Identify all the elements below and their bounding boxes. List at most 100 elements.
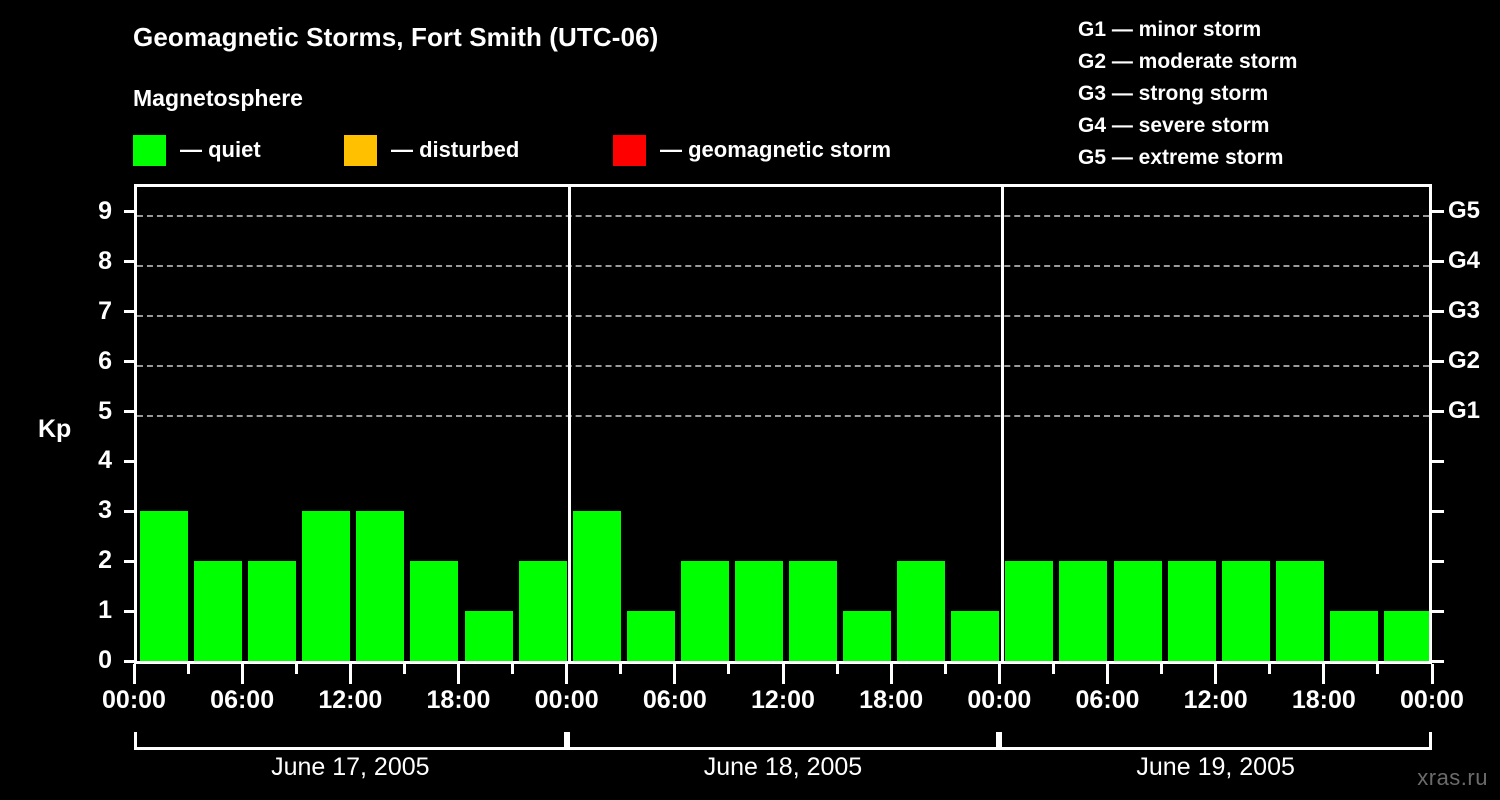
gridline bbox=[137, 314, 1429, 317]
x-tick-label: 12:00 bbox=[751, 686, 815, 714]
legend-entry: — quiet bbox=[133, 133, 261, 167]
g-tick-label: G3 bbox=[1448, 296, 1481, 324]
x-tick-label: 00:00 bbox=[102, 686, 166, 714]
date-label: June 19, 2005 bbox=[1136, 753, 1295, 781]
g-tick-mark bbox=[1432, 410, 1444, 414]
bar bbox=[410, 561, 459, 661]
y-tick-label: 3 bbox=[98, 496, 112, 525]
bar bbox=[1059, 561, 1108, 661]
g-tick-mark-minor bbox=[1432, 459, 1444, 463]
g-tick-label: G5 bbox=[1448, 196, 1481, 224]
gscale-legend-row: G5 — extreme storm bbox=[1078, 146, 1284, 169]
y-tick-label: 8 bbox=[98, 246, 112, 275]
x-tick-mark-major bbox=[240, 664, 244, 684]
bar bbox=[140, 511, 189, 661]
x-tick-label: 12:00 bbox=[318, 686, 383, 714]
y-tick-mark bbox=[124, 609, 134, 613]
bar bbox=[843, 611, 892, 661]
x-tick-mark-minor bbox=[294, 664, 298, 674]
x-tick-mark-major bbox=[132, 664, 136, 684]
bar bbox=[356, 511, 405, 661]
bar bbox=[518, 561, 567, 661]
date-bracket bbox=[134, 732, 567, 750]
x-tick-mark-major bbox=[1106, 664, 1109, 684]
x-tick-mark-major bbox=[1322, 664, 1326, 684]
bar bbox=[897, 561, 946, 661]
x-tick-label: 12:00 bbox=[1183, 686, 1248, 714]
y-tick-label: 9 bbox=[98, 196, 112, 225]
y-tick-mark bbox=[124, 360, 134, 364]
x-tick-mark-major bbox=[673, 664, 677, 684]
g-tick-mark-minor bbox=[1432, 509, 1444, 513]
x-tick-label: 18:00 bbox=[1291, 686, 1356, 714]
series-name-label: Magnetosphere bbox=[133, 85, 303, 111]
y-tick-label: 5 bbox=[98, 396, 112, 425]
y-tick-mark bbox=[124, 410, 134, 414]
y-tick-label: 4 bbox=[98, 446, 112, 475]
x-tick-mark-minor bbox=[511, 664, 515, 674]
g-tick-mark bbox=[1432, 310, 1444, 314]
g-tick-mark bbox=[1432, 360, 1444, 364]
x-tick-mark-minor bbox=[1160, 664, 1164, 674]
g-tick-mark-minor bbox=[1432, 559, 1444, 563]
legend-entry-label: — geomagnetic storm bbox=[660, 137, 892, 162]
gscale-legend-row: G2 — moderate storm bbox=[1078, 50, 1298, 73]
g-tick-mark-minor bbox=[1432, 659, 1444, 663]
g-tick-label: G1 bbox=[1448, 396, 1481, 424]
y-tick-mark bbox=[124, 310, 134, 314]
gridline bbox=[137, 364, 1429, 367]
bar bbox=[1167, 561, 1216, 661]
g-tick-label: G2 bbox=[1448, 346, 1481, 374]
y-axis-title: Kp bbox=[38, 415, 72, 443]
gridline bbox=[137, 414, 1429, 417]
x-tick-mark-major bbox=[1430, 664, 1434, 684]
x-tick-label: 06:00 bbox=[210, 686, 275, 714]
x-tick-mark-minor bbox=[943, 664, 947, 674]
x-tick-mark-minor bbox=[1268, 664, 1272, 674]
x-tick-label: 18:00 bbox=[859, 686, 924, 714]
g-tick-mark bbox=[1432, 260, 1444, 264]
x-tick-label: 18:00 bbox=[426, 686, 491, 714]
x-tick-label: 00:00 bbox=[534, 686, 599, 714]
y-tick-label: 2 bbox=[98, 546, 112, 575]
red-square-icon bbox=[613, 134, 646, 166]
y-tick-mark bbox=[124, 559, 134, 563]
bar bbox=[194, 561, 243, 661]
y-tick-mark bbox=[124, 509, 134, 513]
plot-frame bbox=[134, 184, 1432, 664]
bar bbox=[572, 511, 621, 661]
x-tick-mark-minor bbox=[1376, 664, 1380, 674]
date-label: June 18, 2005 bbox=[703, 753, 863, 781]
orange-square-icon bbox=[344, 134, 377, 166]
gscale-legend-row: G3 — strong storm bbox=[1078, 82, 1269, 105]
bar bbox=[626, 611, 675, 661]
date-bracket bbox=[566, 732, 1000, 750]
x-tick-mark-major bbox=[457, 664, 460, 684]
x-tick-mark-major bbox=[1214, 664, 1218, 684]
x-tick-mark-major bbox=[348, 664, 352, 684]
x-tick-mark-major bbox=[889, 664, 893, 684]
x-tick-mark-minor bbox=[727, 664, 731, 674]
x-tick-mark-minor bbox=[402, 664, 406, 674]
x-tick-label: 00:00 bbox=[967, 686, 1032, 714]
x-tick-label: 06:00 bbox=[1075, 686, 1140, 714]
y-tick-label: 6 bbox=[98, 346, 112, 375]
bar bbox=[1113, 561, 1162, 661]
bar bbox=[1005, 561, 1054, 661]
legend-entry-label: — quiet bbox=[180, 137, 261, 162]
x-tick-mark-minor bbox=[619, 664, 623, 674]
bar bbox=[302, 511, 351, 661]
page-title: Geomagnetic Storms, Fort Smith (UTC-06) bbox=[133, 22, 659, 52]
x-tick-mark-minor bbox=[835, 664, 839, 674]
x-tick-mark-major bbox=[565, 664, 569, 684]
bar bbox=[1329, 611, 1378, 661]
g-tick-mark-minor bbox=[1432, 609, 1444, 613]
x-tick-mark-minor bbox=[1051, 664, 1055, 674]
bar bbox=[680, 561, 729, 661]
y-tick-mark bbox=[124, 260, 134, 264]
x-tick-mark-major bbox=[997, 664, 1001, 684]
y-tick-mark bbox=[124, 459, 134, 463]
gscale-legend-row: G4 — severe storm bbox=[1078, 114, 1270, 137]
y-tick-label: 7 bbox=[98, 296, 112, 325]
bar bbox=[1221, 561, 1270, 661]
